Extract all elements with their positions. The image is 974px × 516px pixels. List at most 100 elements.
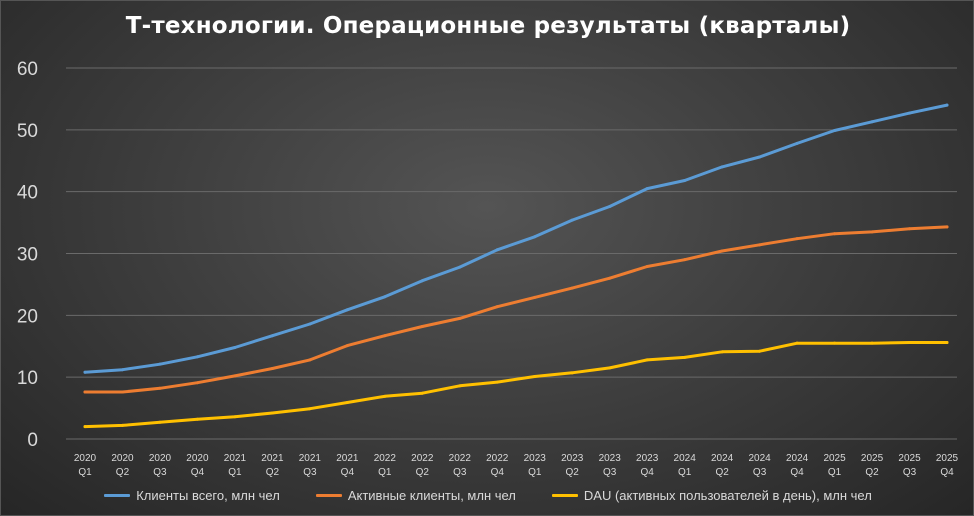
x-tick-label-year: 2024 [786,453,809,464]
legend-label: Клиенты всего, млн чел [136,488,280,503]
data-point [870,230,874,234]
x-tick-label-year: 2024 [711,453,734,464]
data-point [645,264,649,268]
data-point [908,111,912,115]
data-point [908,227,912,231]
data-point [645,358,649,362]
series-points-3 [83,341,949,429]
legend-item-3: DAU (активных пользователей в день), млн… [551,488,872,503]
x-tick-label-year: 2023 [636,453,659,464]
data-point [795,237,799,241]
series-lines [83,103,949,429]
data-point [233,415,237,419]
x-tick-label-quarter: Q4 [940,467,954,478]
legend-item-1: Клиенты всего, млн чел [104,488,280,503]
x-tick-label-quarter: Q3 [603,467,617,478]
y-tick-label: 20 [17,306,38,327]
y-axis-ticks: 0 10 20 30 40 50 60 [17,59,38,451]
data-point [383,295,387,299]
series-points-1 [83,103,949,374]
data-point [945,341,949,345]
x-tick-label-year: 2021 [261,453,284,464]
series-points-2 [83,225,949,394]
data-point [420,279,424,283]
y-tick-label: 50 [17,121,38,142]
data-point [533,295,537,299]
x-tick-label-year: 2024 [748,453,771,464]
x-tick-label-quarter: Q2 [116,467,130,478]
gridlines [66,67,957,440]
data-point [533,375,537,379]
x-tick-label-quarter: Q1 [528,467,542,478]
x-tick-label-quarter: Q2 [416,467,430,478]
chart-title: Т-технологии. Операционные результаты (к… [125,13,851,39]
x-tick-label-year: 2021 [224,453,247,464]
x-tick-label-year: 2025 [936,453,959,464]
data-point [495,248,499,252]
y-tick-label: 0 [27,430,38,451]
x-tick-label-year: 2024 [674,453,697,464]
x-tick-label-quarter: Q2 [865,467,879,478]
x-tick-label-quarter: Q4 [491,467,505,478]
data-point [83,425,87,429]
series-line-2 [83,225,949,394]
x-tick-label-year: 2023 [524,453,547,464]
data-point [570,371,574,375]
data-point [720,165,724,169]
series-line-3 [83,341,949,429]
data-point [758,243,762,247]
x-tick-label-quarter: Q1 [828,467,842,478]
x-tick-label-year: 2023 [599,453,622,464]
legend-swatch [315,494,342,497]
data-point [683,355,687,359]
data-point [495,305,499,309]
x-axis-ticks: 2020 Q1 2020 Q2 2020 Q3 2020 Q4 2021 Q1 2021 Q2 2021… [74,453,959,478]
data-point [270,411,274,415]
data-point [158,386,162,390]
data-point [645,187,649,191]
legend-item-2: Активные клиенты, млн чел [315,488,516,503]
x-tick-label-quarter: Q2 [566,467,580,478]
data-point [233,374,237,378]
data-point [308,322,312,326]
data-point [870,341,874,345]
x-tick-label-quarter: Q2 [715,467,729,478]
x-tick-label-quarter: Q4 [341,467,355,478]
x-tick-label-quarter: Q3 [453,467,467,478]
x-tick-label-quarter: Q1 [378,467,392,478]
data-point [458,384,462,388]
x-tick-label-year: 2022 [411,453,434,464]
data-point [458,265,462,269]
data-point [158,362,162,366]
data-point [120,423,124,427]
x-tick-label-quarter: Q4 [641,467,655,478]
data-point [345,401,349,405]
data-point [870,120,874,124]
data-point [570,286,574,290]
legend-label: Активные клиенты, млн чел [347,488,516,503]
data-point [195,381,199,385]
x-tick-label-year: 2020 [111,453,134,464]
y-tick-label: 60 [17,59,38,80]
data-point [345,308,349,312]
data-point [683,179,687,183]
data-point [308,407,312,411]
data-point [608,276,612,280]
data-point [233,345,237,349]
x-tick-label-quarter: Q3 [303,467,317,478]
data-point [795,141,799,145]
x-tick-label-year: 2022 [374,453,397,464]
x-tick-label-quarter: Q4 [790,467,804,478]
data-point [758,155,762,159]
data-point [308,358,312,362]
data-point [833,232,837,236]
data-point [833,341,837,345]
legend-swatch [104,494,131,497]
data-point [720,249,724,253]
x-tick-label-quarter: Q1 [78,467,92,478]
data-point [420,391,424,395]
data-point [833,128,837,132]
data-point [383,394,387,398]
x-tick-label-quarter: Q2 [266,467,280,478]
